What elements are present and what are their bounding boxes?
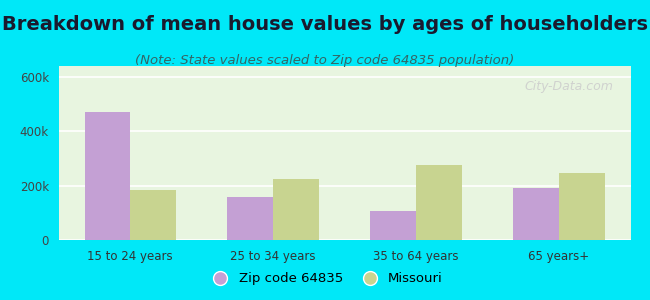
Bar	[513, 188, 559, 240]
Bar	[370, 212, 416, 240]
Text: (Note: State values scaled to Zip code 64835 population): (Note: State values scaled to Zip code 6…	[135, 54, 515, 67]
Bar	[227, 196, 273, 240]
Bar	[416, 165, 462, 240]
Bar	[84, 112, 130, 240]
Bar	[273, 179, 318, 240]
Bar	[559, 173, 604, 240]
Text: City-Data.com: City-Data.com	[525, 80, 614, 93]
Bar	[130, 190, 176, 240]
Legend: Zip code 64835, Missouri: Zip code 64835, Missouri	[202, 267, 448, 290]
Text: Breakdown of mean house values by ages of householders: Breakdown of mean house values by ages o…	[2, 15, 648, 34]
